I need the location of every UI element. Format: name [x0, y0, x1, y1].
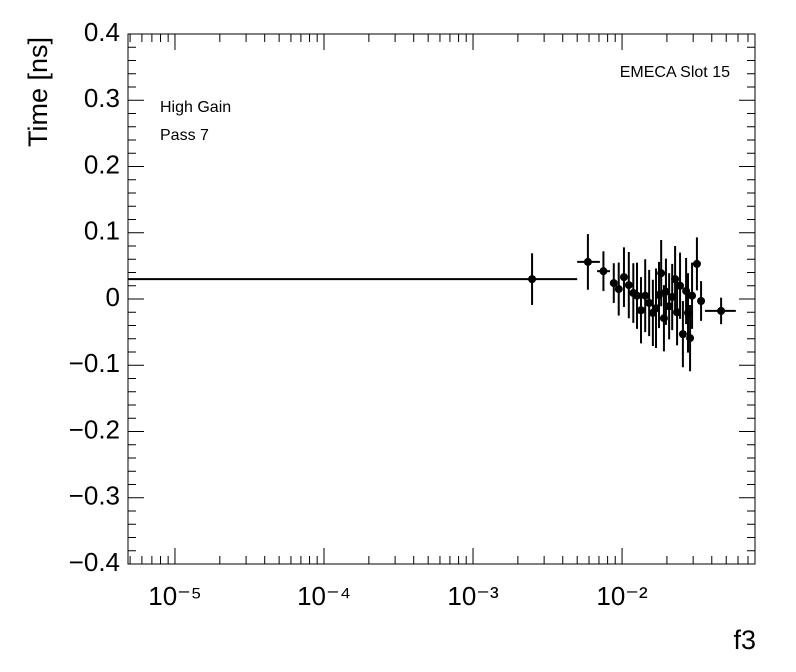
marker — [645, 298, 654, 307]
marker — [619, 273, 628, 282]
marker — [688, 291, 697, 300]
marker — [676, 281, 685, 290]
marker — [661, 287, 670, 296]
marker — [697, 296, 706, 305]
marker — [624, 281, 633, 290]
y-tick-label: −0.1 — [69, 348, 120, 378]
y-tick-label: −0.2 — [69, 414, 120, 444]
y-axis-title: Time [ns] — [23, 37, 53, 147]
marker — [657, 269, 666, 278]
marker — [528, 275, 537, 284]
marker — [692, 259, 701, 268]
y-tick-label: 0.3 — [84, 83, 120, 113]
marker — [678, 330, 687, 339]
y-tick-label: 0.4 — [84, 17, 120, 47]
marker — [614, 285, 623, 294]
y-tick-label: −0.4 — [69, 547, 120, 577]
marker — [717, 306, 726, 315]
y-tick-label: 0.2 — [84, 149, 120, 179]
marker — [633, 291, 642, 300]
x-tick-label: 10⁻² — [596, 581, 648, 611]
x-tick-label: 10⁻⁵ — [148, 581, 201, 611]
marker — [665, 302, 674, 311]
annotation: Pass 7 — [160, 127, 209, 144]
annotation: EMECA Slot 15 — [620, 64, 730, 81]
x-axis-title: f3 — [733, 625, 756, 655]
marker — [686, 334, 695, 343]
marker — [599, 267, 608, 276]
marker — [641, 291, 650, 300]
annotation: High Gain — [160, 99, 231, 116]
marker — [636, 306, 645, 315]
x-tick-label: 10⁻³ — [447, 581, 499, 611]
y-tick-label: −0.3 — [69, 481, 120, 511]
marker — [609, 279, 618, 288]
y-tick-label: 0 — [106, 282, 120, 312]
y-tick-label: 0.1 — [84, 216, 120, 246]
x-tick-label: 10⁻⁴ — [297, 581, 351, 611]
marker — [583, 257, 592, 266]
